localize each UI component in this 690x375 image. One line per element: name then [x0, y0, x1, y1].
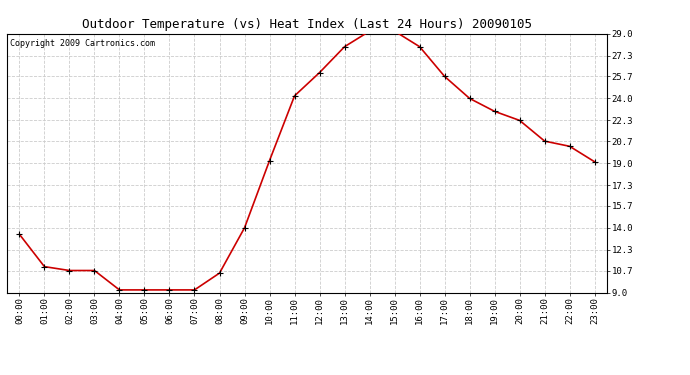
Title: Outdoor Temperature (vs) Heat Index (Last 24 Hours) 20090105: Outdoor Temperature (vs) Heat Index (Las…: [82, 18, 532, 31]
Text: Copyright 2009 Cartronics.com: Copyright 2009 Cartronics.com: [10, 39, 155, 48]
